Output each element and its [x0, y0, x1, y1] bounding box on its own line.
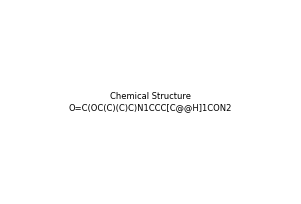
Text: Chemical Structure
O=C(OC(C)(C)C)N1CCC[C@@H]1CON2: Chemical Structure O=C(OC(C)(C)C)N1CCC[C…	[69, 92, 232, 112]
